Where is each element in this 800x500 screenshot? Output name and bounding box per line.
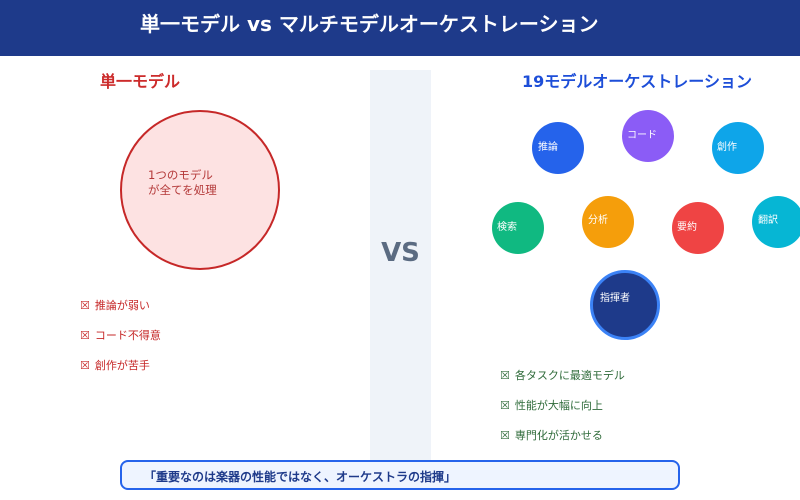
orchestration-bullet: ☒ 性能が大幅に向上 <box>500 399 603 412</box>
conductor-node <box>590 270 660 340</box>
center-divider <box>370 70 431 460</box>
model-node-creative <box>712 122 764 174</box>
model-node-label: 検索 <box>497 222 517 233</box>
model-node-label: 創作 <box>717 142 737 153</box>
single-model-bullet: ☒ 創作が苦手 <box>80 359 150 372</box>
model-node-search <box>492 202 544 254</box>
quote-text: 「重要なのは楽器の性能ではなく、オーケストラの指揮」 <box>144 470 457 484</box>
orchestration-bullet: ☒ 専門化が活かせる <box>500 429 603 442</box>
single-model-circle <box>120 110 280 270</box>
model-node-translation <box>752 196 800 248</box>
model-node-reasoning <box>532 122 584 174</box>
model-node-label: 推論 <box>538 142 558 153</box>
model-node-code <box>622 110 674 162</box>
single-model-circle-text: 1つのモデル が全てを処理 <box>148 168 217 197</box>
boxed-x-icon: ☒ <box>500 429 510 442</box>
page-title: 単一モデル vs マルチモデルオーケストレーション <box>140 12 599 36</box>
boxed-x-icon: ☒ <box>500 369 510 382</box>
model-node-label: 分析 <box>588 215 608 226</box>
boxed-x-icon: ☒ <box>80 329 90 342</box>
model-node-summary <box>672 202 724 254</box>
header-bar: 単一モデル vs マルチモデルオーケストレーション <box>0 0 800 56</box>
single-model-title: 単一モデル <box>100 72 181 91</box>
conductor-label: 指揮者 <box>600 293 630 304</box>
model-node-label: コード <box>627 130 657 141</box>
model-node-label: 翻訳 <box>758 215 778 226</box>
boxed-x-icon: ☒ <box>80 299 90 312</box>
orchestration-bullet: ☒ 各タスクに最適モデル <box>500 369 625 382</box>
model-node-analysis <box>582 196 634 248</box>
boxed-x-icon: ☒ <box>500 399 510 412</box>
single-model-bullet: ☒ コード不得意 <box>80 329 161 342</box>
single-model-bullet: ☒ 推論が弱い <box>80 299 150 312</box>
model-node-label: 要約 <box>677 222 697 233</box>
vs-label: VS <box>381 238 420 268</box>
quote-box: 「重要なのは楽器の性能ではなく、オーケストラの指揮」 <box>120 460 680 490</box>
boxed-x-icon: ☒ <box>80 359 90 372</box>
orchestration-title: 19モデルオーケストレーション <box>522 72 752 91</box>
